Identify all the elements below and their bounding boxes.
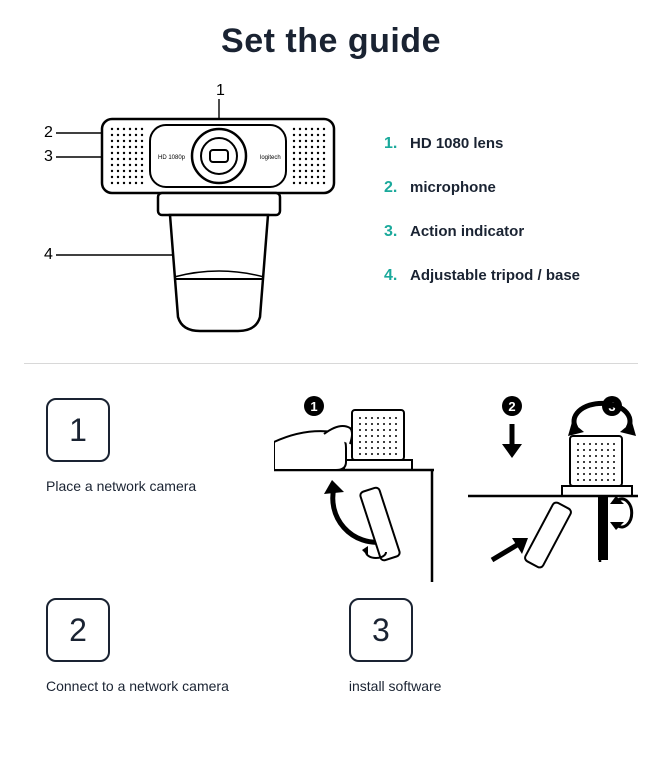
step-column: 1 Place a network camera	[46, 392, 254, 528]
page-title: Set the guide	[0, 22, 662, 61]
bottom-section: 1 Place a network camera 1	[0, 392, 662, 582]
legend-num: 2.	[384, 179, 402, 197]
callout-4: 4	[44, 246, 53, 263]
illustration-column: 1	[274, 392, 638, 582]
step-3: 3 install software	[349, 592, 442, 728]
step-1-box: 1	[46, 398, 110, 462]
top-section: 1 2 3 4	[0, 79, 662, 339]
step-1-label: Place a network camera	[46, 478, 254, 494]
diagram-column: 1 2 3 4	[38, 79, 348, 339]
step-2-box: 2	[46, 598, 110, 662]
body-label-left: HD 1080p	[158, 155, 186, 161]
legend-num: 4.	[384, 267, 402, 285]
legend-item: 4. Adjustable tripod / base	[384, 267, 634, 285]
step-2: 2 Connect to a network camera	[46, 592, 229, 728]
illus-badge-1: 1	[310, 399, 317, 414]
legend-num: 1.	[384, 135, 402, 153]
legend-column: 1. HD 1080 lens 2. microphone 3. Action …	[384, 79, 634, 311]
step-3-label: install software	[349, 678, 442, 694]
legend-text: Action indicator	[410, 223, 524, 240]
setup-illustration-b: 2 3	[468, 392, 638, 582]
setup-illustration-a: 1	[274, 392, 444, 582]
callout-2: 2	[44, 124, 53, 141]
step-2-label: Connect to a network camera	[46, 678, 229, 694]
legend-num: 3.	[384, 223, 402, 241]
body-label-right: logitech	[260, 155, 281, 161]
legend-item: 1. HD 1080 lens	[384, 135, 634, 153]
divider	[24, 363, 638, 364]
legend-item: 3. Action indicator	[384, 223, 634, 241]
step-row-2: 2 Connect to a network camera 3 install …	[0, 592, 662, 728]
illus-badge-2: 2	[508, 399, 515, 414]
legend-text: microphone	[410, 179, 496, 196]
legend-item: 2. microphone	[384, 179, 634, 197]
callout-1: 1	[216, 82, 225, 99]
legend-text: Adjustable tripod / base	[410, 267, 580, 284]
legend-text: HD 1080 lens	[410, 135, 503, 152]
webcam-diagram: 1 2 3 4	[38, 79, 348, 339]
callout-3: 3	[44, 148, 53, 165]
webcam-base	[158, 193, 280, 331]
webcam-body: HD 1080p logitech	[102, 119, 334, 193]
step-3-box: 3	[349, 598, 413, 662]
